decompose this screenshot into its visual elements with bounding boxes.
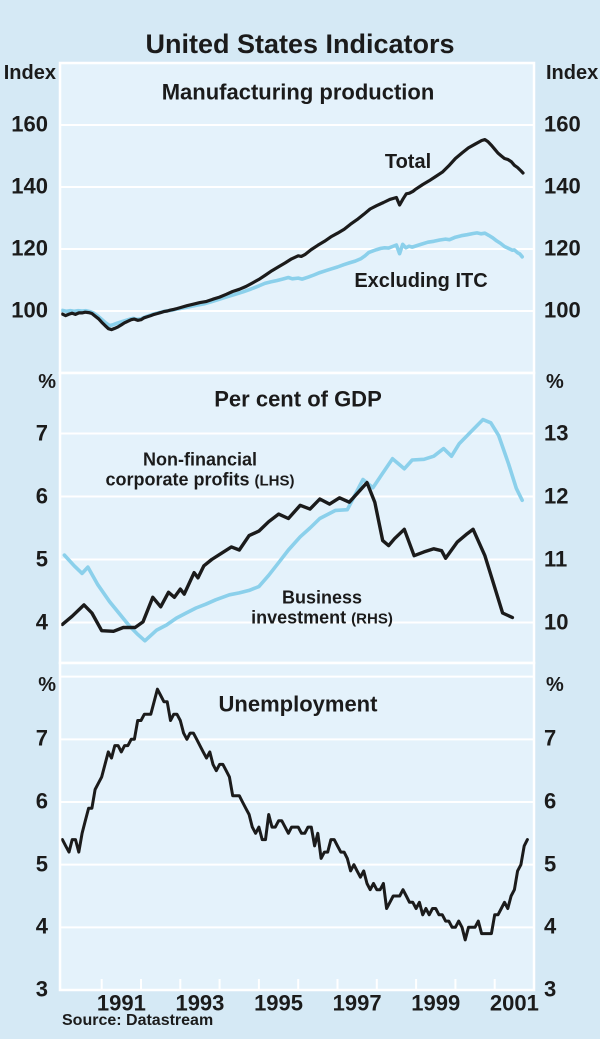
panel-title-2: Per cent of GDP bbox=[214, 386, 382, 412]
unit-label-right-panel-3: % bbox=[546, 673, 564, 696]
y-axis-label-left-5: 5 bbox=[35, 851, 48, 877]
y-axis-label-left-5: 5 bbox=[35, 546, 48, 572]
unit-label-left-panel-1: Index bbox=[3, 61, 56, 84]
x-axis-label-1999: 1999 bbox=[411, 990, 461, 1016]
y-axis-label-right-160: 160 bbox=[544, 111, 581, 137]
unit-label-right-panel-1: Index bbox=[546, 61, 599, 84]
panel-1-plot-area bbox=[60, 63, 534, 373]
y-axis-label-right-120: 120 bbox=[544, 235, 581, 261]
x-axis-label-1993: 1993 bbox=[175, 990, 225, 1016]
y-axis-label-right-4: 4 bbox=[544, 914, 557, 940]
y-axis-label-left-6: 6 bbox=[35, 483, 48, 509]
axis-side-suffix: (LHS) bbox=[254, 472, 295, 490]
y-axis-label-right-7: 7 bbox=[544, 726, 557, 751]
x-axis-label-1995: 1995 bbox=[254, 990, 304, 1016]
y-axis-label-right-3: 3 bbox=[544, 976, 557, 1002]
series-label-total: Total bbox=[384, 150, 432, 173]
panel-3-border bbox=[58, 661, 536, 992]
y-axis-label-right-140: 140 bbox=[544, 173, 581, 199]
page-title: United States Indicators bbox=[145, 28, 455, 59]
series-line-total bbox=[60, 138, 525, 332]
y-axis-label-right-6: 6 bbox=[544, 788, 557, 814]
y-axis-label-left-7: 7 bbox=[35, 726, 48, 751]
y-axis-label-left-4: 4 bbox=[35, 914, 48, 940]
y-axis-label-left-140: 140 bbox=[11, 173, 48, 199]
x-axis-label-2001: 2001 bbox=[489, 990, 539, 1016]
y-axis-label-right-11: 11 bbox=[544, 546, 568, 572]
y-axis-label-left-7: 7 bbox=[35, 420, 48, 446]
series-line-unemployment bbox=[60, 687, 529, 942]
y-axis-label-right-10: 10 bbox=[544, 609, 569, 635]
y-axis-label-right-12: 12 bbox=[544, 483, 569, 509]
y-axis-label-left-120: 120 bbox=[11, 235, 48, 261]
y-axis-label-left-3: 3 bbox=[35, 976, 48, 1002]
y-axis-label-left-4: 4 bbox=[35, 609, 48, 635]
series-line-business-investment bbox=[62, 417, 524, 643]
axis-side-suffix: (RHS) bbox=[351, 610, 393, 628]
unit-label-left-panel-3: % bbox=[38, 673, 56, 696]
unit-label-right-panel-2: % bbox=[546, 370, 564, 393]
series-label-excluding-itc: Excluding ITC bbox=[354, 269, 488, 292]
panel-2-plot-area bbox=[60, 373, 534, 663]
panel-title-1: Manufacturing production bbox=[161, 79, 435, 105]
unit-label-left-panel-2: % bbox=[38, 370, 56, 393]
series-label-business-investment: Business investment (RHS) bbox=[251, 587, 393, 628]
y-axis-label-right-100: 100 bbox=[544, 297, 581, 323]
series-label-non-financial-corporate-profits: Non-financial corporate profits (LHS) bbox=[105, 449, 295, 490]
x-axis-label-1997: 1997 bbox=[332, 990, 382, 1016]
y-axis-label-right-5: 5 bbox=[544, 851, 557, 877]
panel-title-3: Unemployment bbox=[218, 691, 378, 717]
y-axis-label-right-13: 13 bbox=[544, 420, 569, 446]
y-axis-label-left-6: 6 bbox=[35, 788, 48, 814]
x-axis-label-1991: 1991 bbox=[96, 990, 146, 1016]
y-axis-label-left-100: 100 bbox=[11, 297, 48, 323]
series-line-non-financial-corporate-profits bbox=[60, 480, 515, 633]
source-note: Source: Datastream bbox=[62, 1012, 214, 1029]
y-axis-label-left-160: 160 bbox=[11, 111, 48, 137]
